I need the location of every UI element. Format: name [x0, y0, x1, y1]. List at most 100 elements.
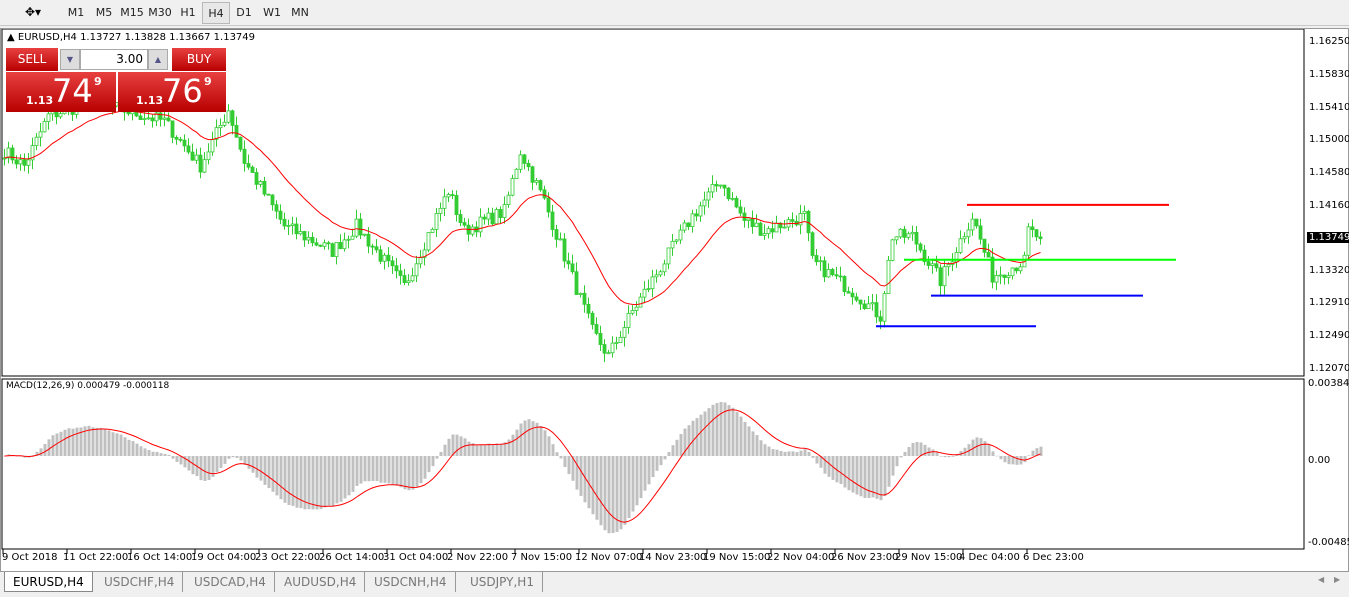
macd-histogram-bar [283, 456, 287, 503]
candle-body [34, 136, 39, 146]
candle-body [634, 306, 639, 311]
candle-body [602, 344, 607, 354]
volume-up-button[interactable]: ▲ [148, 49, 168, 70]
chart-tab[interactable]: USDJPY,H1 [462, 572, 543, 592]
macd-histogram-bar [883, 456, 887, 497]
timeframe-d1[interactable]: D1 [236, 6, 252, 19]
candle-body [542, 189, 547, 199]
candle-body [510, 178, 515, 196]
macd-histogram-bar [175, 456, 179, 462]
crosshair-tool-icon[interactable]: ✥▾ [25, 5, 42, 19]
macd-histogram-bar [875, 456, 879, 499]
collapse-arrow-icon[interactable]: ▲ [7, 32, 18, 43]
tabs-scroll-right[interactable]: ▶ [1334, 575, 1341, 584]
price-axis-label: 1.13320 [1309, 265, 1349, 277]
candle-body [354, 218, 359, 237]
timeframe-m5[interactable]: M5 [95, 6, 113, 19]
buy-price[interactable]: 1.13 76 9 [118, 72, 226, 112]
candle-body [1034, 229, 1039, 238]
macd-histogram-bar [367, 456, 371, 482]
macd-histogram-bar [967, 444, 971, 456]
macd-histogram-bar [83, 426, 87, 456]
macd-histogram-bar [295, 456, 299, 508]
candle-body [654, 274, 659, 278]
macd-histogram-bar [695, 418, 699, 456]
timeframe-w1[interactable]: W1 [263, 6, 281, 19]
sell-button[interactable]: SELL [6, 48, 58, 72]
macd-histogram-bar [355, 456, 359, 486]
candle-body [162, 117, 167, 120]
candle-body [778, 222, 783, 229]
timeframe-h4[interactable]: H4 [202, 2, 230, 24]
chart-canvas[interactable] [1, 29, 1348, 571]
macd-histogram-bar [239, 456, 243, 461]
candle-body [306, 236, 311, 241]
macd-histogram-bar [459, 436, 463, 456]
chart-tab[interactable]: USDCAD,H4 [186, 572, 275, 592]
timeframe-mn[interactable]: MN [291, 6, 309, 19]
macd-histogram-bar [547, 436, 551, 456]
volume-input[interactable]: 3.00 [80, 49, 148, 70]
time-axis-label: 14 Nov 23:00 [639, 552, 707, 563]
macd-histogram-bar [483, 444, 487, 456]
candle-body [330, 243, 335, 257]
candle-body [818, 260, 823, 263]
candle-body [946, 264, 951, 268]
candle-body [814, 255, 819, 263]
macd-histogram-bar [415, 456, 419, 487]
candle-body [730, 197, 735, 200]
volume-down-button[interactable]: ▼ [60, 49, 80, 70]
price-axis-label: 1.14160 [1309, 199, 1349, 211]
timeframe-m30[interactable]: M30 [148, 6, 172, 19]
candle-body [942, 266, 947, 287]
candle-body [222, 121, 227, 126]
candle-body [866, 303, 871, 310]
buy-button[interactable]: BUY [172, 48, 226, 72]
macd-histogram-bar [287, 456, 291, 505]
macd-histogram-bar [143, 448, 147, 456]
macd-histogram-bar [167, 455, 171, 456]
timeframe-m1[interactable]: M1 [67, 6, 85, 19]
macd-histogram-bar [255, 456, 259, 478]
macd-histogram-bar [611, 456, 615, 534]
macd-histogram-bar [931, 449, 935, 456]
candle-body [338, 242, 343, 250]
chart-tab[interactable]: EURUSD,H4 [4, 572, 93, 592]
macd-histogram-bar [995, 455, 999, 457]
chart-tab[interactable]: USDCNH,H4 [366, 572, 456, 592]
candle-body [690, 213, 695, 228]
candle-body [902, 228, 907, 238]
sell-price[interactable]: 1.13 74 9 [6, 72, 116, 112]
macd-histogram-bar [647, 456, 651, 485]
macd-histogram-bar [215, 456, 219, 473]
candle-body [770, 228, 775, 233]
macd-histogram-bar [243, 456, 247, 465]
macd-histogram-bar [267, 456, 271, 489]
candle-body [658, 271, 663, 276]
macd-histogram-bar [847, 456, 851, 491]
time-axis-label: 12 Nov 07:00 [575, 552, 643, 563]
macd-histogram-bar [251, 456, 255, 473]
candle-body [954, 252, 959, 263]
candle-body [30, 145, 35, 161]
macd-histogram-bar [439, 451, 443, 456]
candle-body [342, 239, 347, 250]
chart-tab[interactable]: USDCHF,H4 [96, 572, 184, 592]
candle-body [150, 117, 155, 122]
timeframe-h1[interactable]: H1 [180, 6, 196, 19]
macd-histogram-bar [279, 456, 283, 500]
macd-histogram-bar [991, 451, 995, 456]
chart-tab[interactable]: AUDUSD,H4 [276, 572, 366, 592]
macd-histogram-bar [731, 407, 735, 456]
timeframe-m15[interactable]: M15 [120, 6, 144, 19]
macd-histogram-bar [391, 456, 395, 485]
macd-histogram-bar [347, 456, 351, 496]
macd-histogram-bar [735, 411, 739, 456]
macd-histogram-bar [467, 441, 471, 456]
tabs-scroll-left[interactable]: ◀ [1318, 575, 1325, 584]
candle-body [810, 232, 815, 256]
candle-body [314, 242, 319, 246]
chart-window[interactable]: ▲ EURUSD,H4 1.13727 1.13828 1.13667 1.13… [0, 28, 1349, 572]
candle-body [486, 212, 491, 220]
candle-body [982, 238, 987, 253]
